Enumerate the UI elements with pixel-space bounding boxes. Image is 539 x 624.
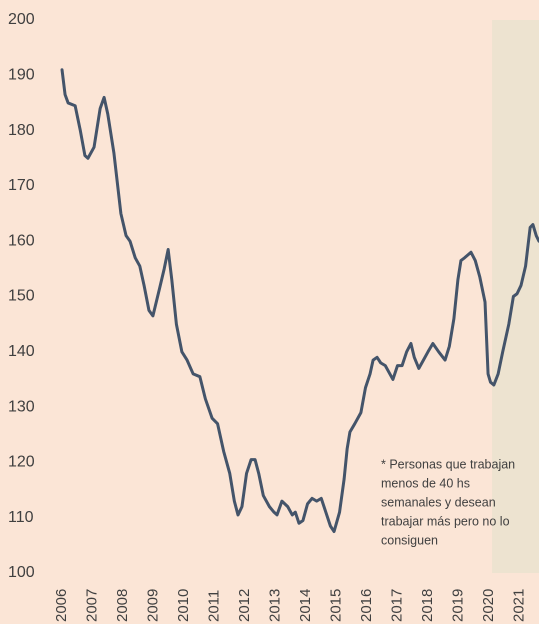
- x-tick-label: 2019: [449, 589, 466, 622]
- x-tick-label: 2010: [175, 589, 192, 622]
- y-tick-label: 100: [8, 564, 35, 581]
- x-tick-label: 2018: [419, 589, 436, 622]
- annotation: consiguen: [381, 533, 438, 547]
- x-tick-label: 2009: [144, 589, 161, 622]
- y-tick-label: 180: [8, 122, 35, 139]
- y-tick-label: 200: [8, 11, 35, 28]
- x-tick-label: 2008: [114, 589, 131, 622]
- x-tick-label: 2007: [83, 589, 100, 622]
- x-tick-label: 2014: [297, 589, 314, 622]
- x-tick-label: 2012: [236, 589, 253, 622]
- annotation: menos de 40 hs: [381, 476, 470, 490]
- x-tick-label: 2017: [388, 589, 405, 622]
- annotation: * Personas que trabajan: [381, 457, 515, 471]
- x-tick-label: 2021: [510, 589, 527, 622]
- y-tick-label: 130: [8, 398, 35, 415]
- y-tick-label: 120: [8, 454, 35, 471]
- line-series: [60, 68, 539, 534]
- y-tick-label: 190: [8, 67, 35, 84]
- x-tick-label: 2015: [327, 589, 344, 622]
- annotation: trabajar más pero no lo: [381, 514, 510, 528]
- y-tick-label: 150: [8, 288, 35, 305]
- y-tick-label: 140: [8, 343, 35, 360]
- x-tick-label: 2011: [205, 590, 222, 622]
- y-tick-label: 170: [8, 177, 35, 194]
- x-tick-label: 2020: [480, 589, 497, 622]
- x-tick-label: 2006: [53, 589, 70, 622]
- x-tick-label: 2016: [358, 589, 375, 622]
- y-tick-label: 110: [8, 509, 34, 526]
- annotation: semanales y desean: [381, 495, 496, 509]
- x-tick-label: 2013: [266, 589, 283, 622]
- y-tick-label: 160: [8, 232, 35, 249]
